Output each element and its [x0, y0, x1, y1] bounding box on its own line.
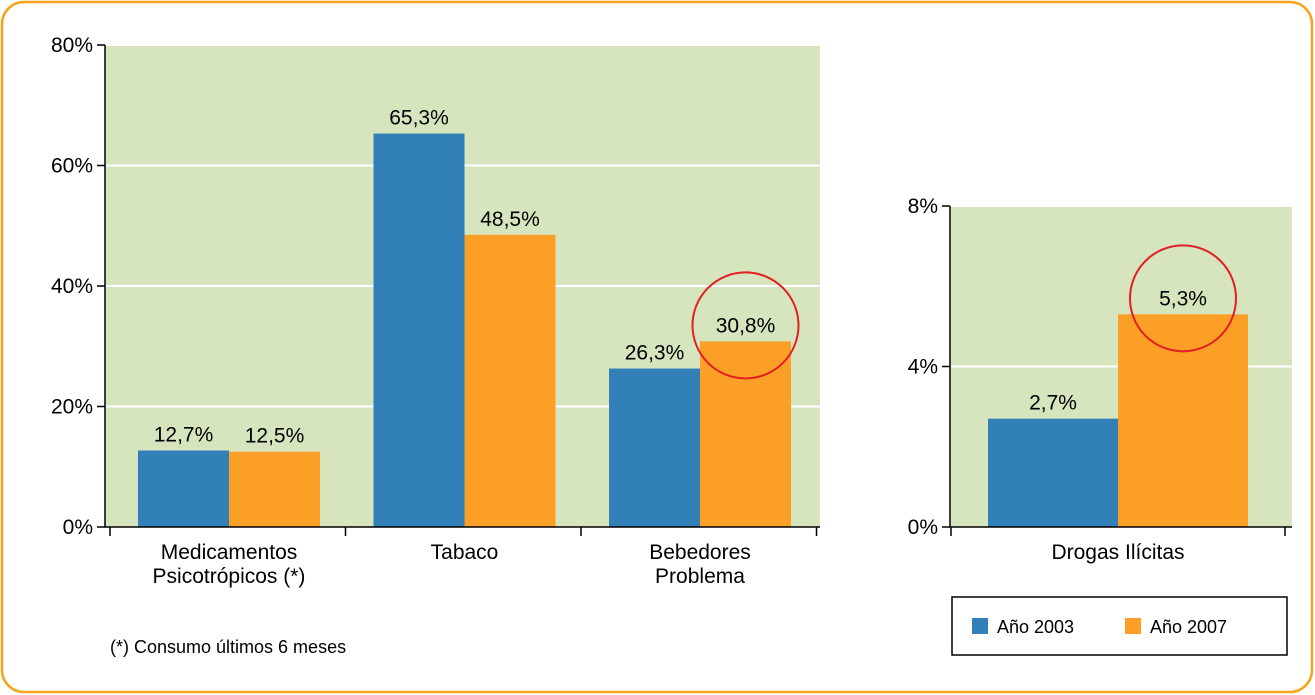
category-label: Drogas Ilícitas [1051, 541, 1184, 564]
bar [1118, 314, 1248, 527]
bar [138, 450, 229, 527]
y-tick-label: 4% [908, 356, 938, 379]
legend-swatch-2003 [972, 618, 988, 634]
legend: Año 2003 Año 2007 [951, 596, 1288, 656]
data-label: 5,3% [1159, 287, 1207, 310]
bar [464, 234, 556, 527]
category-label: Bebedores Problema [649, 541, 751, 588]
data-label: 65,3% [389, 107, 449, 130]
bar [373, 133, 465, 527]
y-tick-label: 60% [51, 155, 93, 178]
legend-swatch-2007 [1125, 618, 1141, 634]
data-label: 30,8% [716, 314, 776, 337]
bar [988, 418, 1118, 527]
data-label: 12,5% [245, 425, 305, 448]
legend-label-2007: Año 2007 [1150, 617, 1227, 637]
y-tick-label: 8% [908, 195, 938, 218]
highlight-circle [1129, 244, 1237, 353]
data-label: 12,7% [154, 423, 214, 446]
category-label: Medicamentos Psicotrópicos (*) [153, 541, 306, 588]
chart-right: 0% 4% 8% 2,7% 5,3% Drogas Ilícitas [908, 195, 1292, 564]
bar [700, 341, 791, 527]
highlight-circle [691, 271, 800, 380]
y-tick-label: 40% [51, 275, 93, 298]
footnote: (*) Consumo últimos 6 meses [110, 637, 346, 657]
category-label: Tabaco [431, 541, 499, 564]
data-label: 26,3% [625, 342, 685, 365]
bar [609, 368, 700, 527]
y-tick-label: 0% [908, 516, 938, 539]
y-tick-label: 80% [51, 34, 93, 57]
bar [229, 451, 320, 527]
data-label: 2,7% [1029, 392, 1077, 415]
legend-box [951, 596, 1288, 656]
chart-left: 0% 20% 40% 60% 80% 12,7% 12,5% Medicamentos Psic… [51, 34, 820, 588]
y-tick-label: 20% [51, 396, 93, 419]
data-label: 48,5% [480, 208, 540, 231]
y-tick-label: 0% [63, 516, 93, 539]
legend-label-2003: Año 2003 [997, 617, 1074, 637]
